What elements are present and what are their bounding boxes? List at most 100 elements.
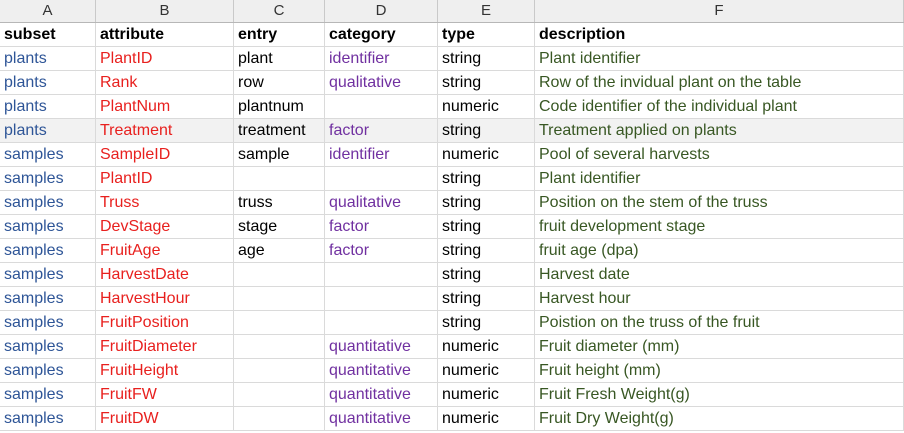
cell-entry[interactable]: sample (234, 143, 325, 166)
cell-attribute[interactable]: PlantID (96, 47, 234, 70)
cell-subset[interactable]: plants (0, 47, 96, 70)
cell-attribute[interactable]: FruitFW (96, 383, 234, 406)
cell-entry[interactable] (234, 383, 325, 406)
cell-description[interactable]: Code identifier of the individual plant (535, 95, 904, 118)
cell-description[interactable]: Fruit height (mm) (535, 359, 904, 382)
cell-entry[interactable]: plantnum (234, 95, 325, 118)
cell-attribute[interactable]: FruitAge (96, 239, 234, 262)
cell-entry[interactable] (234, 167, 325, 190)
cell-description[interactable]: Position on the stem of the truss (535, 191, 904, 214)
cell-attribute[interactable]: Rank (96, 71, 234, 94)
column-header-b[interactable]: B (96, 0, 234, 22)
cell-description[interactable]: Fruit diameter (mm) (535, 335, 904, 358)
column-header-c[interactable]: C (234, 0, 325, 22)
cell-category[interactable] (325, 287, 438, 310)
cell-subset[interactable]: samples (0, 407, 96, 430)
cell-type[interactable]: numeric (438, 359, 535, 382)
cell-category[interactable]: qualitative (325, 191, 438, 214)
cell-description[interactable]: fruit age (dpa) (535, 239, 904, 262)
cell-entry[interactable] (234, 335, 325, 358)
cell-type[interactable]: numeric (438, 407, 535, 430)
cell-description[interactable]: Pool of several harvests (535, 143, 904, 166)
cell-description[interactable]: Fruit Dry Weight(g) (535, 407, 904, 430)
cell-subset[interactable]: samples (0, 191, 96, 214)
cell-category[interactable]: factor (325, 119, 438, 142)
cell-subset[interactable]: samples (0, 287, 96, 310)
cell-entry[interactable] (234, 287, 325, 310)
cell-type[interactable]: string (438, 71, 535, 94)
cell-subset[interactable]: samples (0, 359, 96, 382)
cell-entry[interactable] (234, 311, 325, 334)
cell-type[interactable]: numeric (438, 95, 535, 118)
header-cell-attribute[interactable]: attribute (96, 23, 234, 46)
header-cell-subset[interactable]: subset (0, 23, 96, 46)
cell-category[interactable]: quantitative (325, 335, 438, 358)
cell-attribute[interactable]: HarvestDate (96, 263, 234, 286)
cell-subset[interactable]: samples (0, 383, 96, 406)
cell-type[interactable]: numeric (438, 143, 535, 166)
cell-subset[interactable]: plants (0, 119, 96, 142)
cell-category[interactable]: qualitative (325, 71, 438, 94)
cell-description[interactable]: Poistion on the truss of the fruit (535, 311, 904, 334)
cell-category[interactable]: quantitative (325, 407, 438, 430)
cell-subset[interactable]: samples (0, 239, 96, 262)
cell-description[interactable]: Treatment applied on plants (535, 119, 904, 142)
cell-entry[interactable] (234, 407, 325, 430)
cell-description[interactable]: Plant identifier (535, 47, 904, 70)
cell-attribute[interactable]: FruitDW (96, 407, 234, 430)
column-header-f[interactable]: F (535, 0, 904, 22)
header-cell-entry[interactable]: entry (234, 23, 325, 46)
header-cell-type[interactable]: type (438, 23, 535, 46)
cell-subset[interactable]: samples (0, 143, 96, 166)
cell-attribute[interactable]: Truss (96, 191, 234, 214)
cell-subset[interactable]: samples (0, 215, 96, 238)
cell-type[interactable]: string (438, 191, 535, 214)
cell-type[interactable]: numeric (438, 383, 535, 406)
cell-subset[interactable]: samples (0, 311, 96, 334)
cell-type[interactable]: string (438, 287, 535, 310)
cell-type[interactable]: string (438, 263, 535, 286)
cell-subset[interactable]: plants (0, 95, 96, 118)
cell-entry[interactable] (234, 263, 325, 286)
cell-description[interactable]: Harvest hour (535, 287, 904, 310)
header-cell-category[interactable]: category (325, 23, 438, 46)
cell-category[interactable] (325, 263, 438, 286)
cell-type[interactable]: string (438, 119, 535, 142)
cell-attribute[interactable]: FruitDiameter (96, 335, 234, 358)
cell-type[interactable]: string (438, 311, 535, 334)
cell-type[interactable]: string (438, 239, 535, 262)
cell-description[interactable]: Fruit Fresh Weight(g) (535, 383, 904, 406)
cell-category[interactable]: quantitative (325, 359, 438, 382)
cell-subset[interactable]: plants (0, 71, 96, 94)
cell-entry[interactable]: plant (234, 47, 325, 70)
cell-subset[interactable]: samples (0, 167, 96, 190)
cell-description[interactable]: Harvest date (535, 263, 904, 286)
cell-type[interactable]: numeric (438, 335, 535, 358)
cell-attribute[interactable]: FruitHeight (96, 359, 234, 382)
cell-entry[interactable] (234, 359, 325, 382)
cell-attribute[interactable]: PlantID (96, 167, 234, 190)
column-header-e[interactable]: E (438, 0, 535, 22)
cell-category[interactable]: quantitative (325, 383, 438, 406)
cell-subset[interactable]: samples (0, 335, 96, 358)
cell-category[interactable]: identifier (325, 143, 438, 166)
cell-attribute[interactable]: HarvestHour (96, 287, 234, 310)
cell-description[interactable]: Row of the invidual plant on the table (535, 71, 904, 94)
cell-type[interactable]: string (438, 215, 535, 238)
cell-category[interactable] (325, 311, 438, 334)
cell-category[interactable] (325, 95, 438, 118)
cell-entry[interactable]: treatment (234, 119, 325, 142)
cell-subset[interactable]: samples (0, 263, 96, 286)
cell-attribute[interactable]: DevStage (96, 215, 234, 238)
cell-entry[interactable]: row (234, 71, 325, 94)
column-header-d[interactable]: D (325, 0, 438, 22)
cell-category[interactable] (325, 167, 438, 190)
cell-description[interactable]: fruit development stage (535, 215, 904, 238)
cell-attribute[interactable]: FruitPosition (96, 311, 234, 334)
cell-entry[interactable]: truss (234, 191, 325, 214)
cell-attribute[interactable]: SampleID (96, 143, 234, 166)
header-cell-description[interactable]: description (535, 23, 904, 46)
cell-entry[interactable]: age (234, 239, 325, 262)
cell-attribute[interactable]: PlantNum (96, 95, 234, 118)
cell-attribute[interactable]: Treatment (96, 119, 234, 142)
